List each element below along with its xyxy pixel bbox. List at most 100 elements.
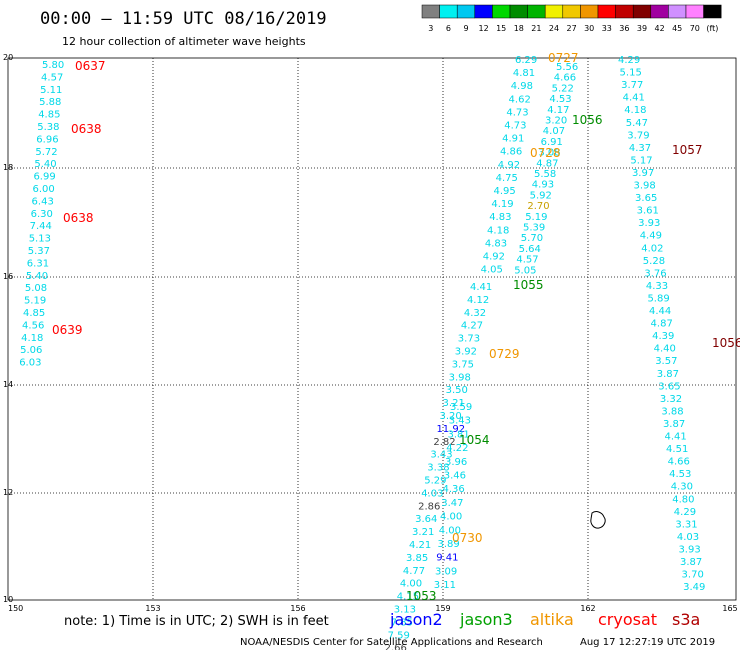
swh-value: 4.37 — [629, 143, 651, 154]
swh-value: 4.29 — [618, 55, 640, 66]
colorbar-swatch — [668, 4, 687, 19]
swh-value: 4.62 — [509, 94, 531, 105]
swh-value: 3.87 — [663, 419, 685, 430]
swh-value: 3.87 — [680, 557, 702, 568]
swh-value: 4.44 — [649, 306, 671, 317]
swh-value: 5.13 — [29, 234, 51, 245]
swh-value: 2.82 — [433, 437, 455, 448]
swh-value: 4.66 — [554, 73, 576, 84]
colorbar-label: 15 — [496, 24, 506, 33]
swh-value: 4.21 — [409, 540, 431, 551]
swh-value: 4.73 — [504, 121, 526, 132]
swh-value: 4.22 — [446, 443, 468, 454]
colorbar-swatch — [615, 4, 634, 19]
swh-value: 4.83 — [489, 212, 511, 223]
swh-value: 5.64 — [519, 244, 541, 255]
colorbar-label: 36 — [619, 24, 629, 33]
pass-time-label: 1053 — [406, 589, 437, 603]
swh-value: 5.15 — [620, 68, 642, 79]
colorbar-label: (ft) — [706, 24, 718, 33]
swh-value: 3.77 — [621, 80, 643, 91]
swh-value: 4.80 — [672, 494, 694, 505]
swh-value: 4.66 — [668, 457, 690, 468]
swh-value: 7.85 — [391, 617, 413, 628]
swh-value: 4.33 — [646, 281, 668, 292]
pass-time-label: 0639 — [52, 323, 83, 337]
swh-value: 4.17 — [547, 105, 569, 116]
swh-value: 5.72 — [35, 147, 57, 158]
colorbar-swatch — [474, 4, 493, 19]
swh-value: 3.47 — [441, 498, 463, 509]
legend-jason3: jason3 — [459, 610, 513, 629]
swh-value: 3.61 — [637, 206, 659, 217]
swh-value: 3.76 — [644, 268, 666, 279]
swh-value: 5.70 — [521, 233, 543, 244]
swh-value: 3.21 — [412, 527, 434, 538]
y-tick-label: 18 — [3, 163, 13, 172]
swh-value: 3.57 — [655, 356, 677, 367]
y-tick-label: 10 — [3, 595, 13, 604]
pass-time-label: 1055 — [513, 278, 544, 292]
colorbar-label: 6 — [446, 24, 451, 33]
swh-value: 4.03 — [421, 488, 443, 499]
legend-jason2: jason2 — [389, 610, 443, 629]
credit-text: NOAA/NESDIS Center for Satellite Applica… — [240, 637, 543, 648]
swh-value: 4.41 — [623, 93, 645, 104]
x-tick-label: 159 — [435, 604, 450, 613]
swh-value: 4.93 — [532, 180, 554, 191]
pass-time-label: 1054 — [459, 433, 490, 447]
colorbar-label: 42 — [655, 24, 665, 33]
swh-value: 3.50 — [446, 385, 468, 396]
colorbar-swatch — [527, 4, 546, 19]
legend-altika: altika — [530, 610, 574, 629]
swh-value: 5.37 — [28, 246, 50, 257]
colorbar-swatch — [562, 4, 581, 19]
swh-value: 6.91 — [541, 137, 563, 148]
colorbar-label: 27 — [567, 24, 577, 33]
swh-value: 3.93 — [638, 218, 660, 229]
swh-value: 5.05 — [514, 265, 536, 276]
swh-value: 5.19 — [525, 212, 547, 223]
swh-value: 3.98 — [449, 372, 471, 383]
colorbar-label: 30 — [584, 24, 594, 33]
colorbar-swatch — [632, 4, 652, 19]
swh-value: 3.09 — [435, 566, 457, 577]
colorbar-label: 33 — [602, 24, 612, 33]
swh-value: 4.81 — [513, 68, 535, 79]
swh-value: 2.66 — [385, 643, 407, 650]
pass-time-label: 0727 — [548, 51, 579, 65]
swh-value: 5.29 — [424, 476, 446, 487]
satellite-legend: jason2 jason3 altika cryosat s3a — [389, 610, 700, 629]
swh-value: 3.75 — [452, 359, 474, 370]
swh-value: 4.73 — [506, 107, 528, 118]
swh-value: 4.86 — [500, 147, 522, 158]
swh-value: 6.96 — [36, 134, 58, 145]
colorbar-swatch — [650, 4, 669, 19]
swh-value: 3.20 — [545, 116, 567, 127]
swh-value: 4.85 — [23, 308, 45, 319]
swh-value: 4.95 — [494, 186, 516, 197]
colorbar-swatch — [509, 4, 528, 19]
y-tick-label: 16 — [3, 272, 13, 281]
swh-value: 5.28 — [643, 256, 665, 267]
swh-value: 3.49 — [683, 582, 705, 593]
swh-value: 4.92 — [498, 160, 520, 171]
legend-s3a: s3a — [672, 610, 700, 629]
swh-value: 4.30 — [671, 482, 693, 493]
swh-value: 6.43 — [32, 196, 54, 207]
swh-value: 4.05 — [481, 265, 503, 276]
swh-value: 2.86 — [418, 501, 440, 512]
swh-value: 3.20 — [440, 411, 462, 422]
island-outline — [590, 511, 606, 529]
swh-value: 6.00 — [33, 184, 55, 195]
swh-value: 4.07 — [543, 126, 565, 137]
footer-note: note: 1) Time is in UTC; 2) SWH is in fe… — [64, 614, 329, 629]
swh-value: 3.79 — [627, 130, 649, 141]
swh-value: 3.46 — [444, 471, 466, 482]
swh-value: 3.96 — [445, 457, 467, 468]
swh-value: 3.89 — [438, 539, 460, 550]
pass-time-label: 0730 — [452, 531, 483, 545]
swh-value: 5.06 — [20, 345, 42, 356]
legend-cryosat: cryosat — [598, 610, 657, 629]
x-tick-label: 165 — [722, 604, 737, 613]
